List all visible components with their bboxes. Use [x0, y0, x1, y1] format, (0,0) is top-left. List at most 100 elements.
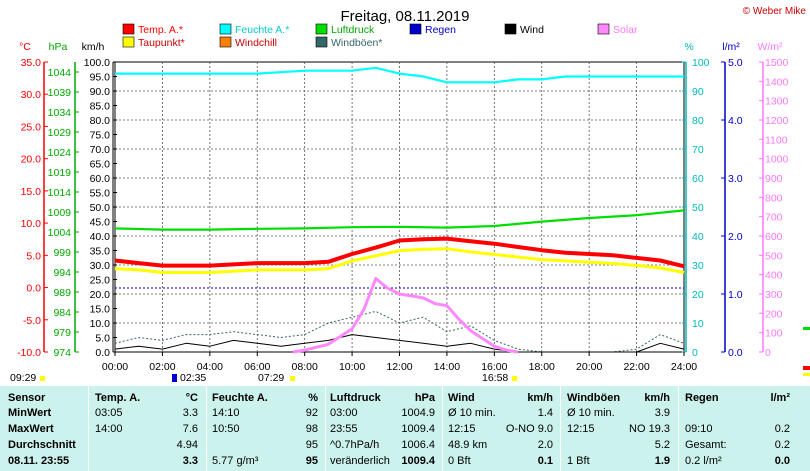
table-cell: 03:05 — [95, 407, 123, 419]
wind-tick-label: 65.0 — [90, 159, 111, 171]
legend: Temp. A.* Feuchte A.* Luftdruck Regen Wind So… — [122, 23, 638, 49]
solar-tick-label: 800 — [765, 192, 783, 204]
table-cell: 5.77 g/m³ — [212, 455, 259, 467]
temp-tick-label: -5.0 — [23, 315, 41, 327]
wind-tick-label: 100.0 — [84, 57, 110, 69]
table-cell: 3.3 — [182, 407, 198, 419]
table-header: hPa — [414, 392, 435, 404]
series-solar — [292, 277, 519, 354]
solar-tick-label: 200 — [765, 308, 783, 320]
x-tick-label: 18:00 — [529, 361, 555, 373]
x-tick-label: 04:00 — [197, 361, 223, 373]
wind-tick-label: 35.0 — [90, 246, 111, 258]
legend-label: Windchill — [235, 37, 277, 49]
series-luftdruck — [114, 209, 685, 231]
table-cell: 1.4 — [537, 407, 553, 419]
x-tick-label: 20:00 — [576, 361, 602, 373]
legend-swatch — [219, 23, 232, 35]
axis-units: °C hPa km/h% l/m² W/m² — [19, 41, 783, 53]
wind-tick-label: 60.0 — [90, 173, 111, 185]
table-cell: 1 Bft — [567, 455, 590, 467]
humidity-tick-label: 90 — [692, 86, 704, 98]
temp-tick-label: 10.0 — [21, 218, 42, 230]
table-header: °C — [185, 392, 198, 404]
x-axis: 00:00 02:00 04:00 06:00 08:00 10:00 12:00 14:00… — [102, 352, 697, 373]
temp-unit-label: °C — [19, 41, 31, 53]
table-divider — [560, 386, 561, 471]
legend-swatch — [597, 23, 610, 35]
marker-label: 16:58 — [482, 372, 508, 384]
table-cell: 1009.4 — [401, 455, 435, 467]
table-cell: 03:00 — [330, 407, 358, 419]
table-cell: ^0.7hPa/h — [330, 439, 380, 451]
humidity-tick-label: 0 — [692, 347, 698, 359]
table-header: km/h — [644, 392, 670, 404]
rain-tick-label: 3.0 — [728, 173, 743, 185]
table-cell: 98 — [305, 423, 318, 435]
humidity-tick-label: 100 — [692, 57, 710, 69]
table-cell: Ø 10 min. — [448, 407, 496, 419]
row-label: Durchschnitt — [8, 439, 76, 451]
wind-unit-label: km/h — [82, 41, 105, 53]
pressure-tick-label: 1019 — [48, 167, 72, 179]
table-cell: Ø 10 min. — [567, 407, 615, 419]
x-tick-label: 22:00 — [623, 361, 649, 373]
rain-tick-label: 4.0 — [728, 115, 743, 127]
marker-dot — [290, 376, 295, 381]
temp-tick-label: 20.0 — [21, 154, 42, 166]
x-tick-label: 06:00 — [244, 361, 270, 373]
row-label: 08.11. 23:55 — [8, 455, 70, 467]
edge-mark — [803, 327, 810, 330]
table-cell: 95 — [305, 439, 318, 451]
legend-label: Feuchte A.* — [235, 24, 289, 36]
marker-dot — [172, 374, 177, 382]
table-cell: 0.2 — [774, 423, 790, 435]
solar-tick-label: 0 — [765, 347, 771, 359]
pressure-tick-label: 1014 — [48, 187, 72, 199]
humidity-tick-label: 10 — [692, 318, 704, 330]
legend-swatch — [504, 23, 517, 35]
series — [114, 66, 685, 354]
humidity-unit-label: % — [684, 41, 693, 53]
solar-tick-label: 1500 — [765, 57, 789, 69]
table-header: km/h — [527, 392, 553, 404]
table-cell: 1009.4 — [401, 423, 435, 435]
marker-label: 09:29 — [10, 372, 36, 384]
edge-mark — [803, 373, 810, 376]
x-tick-label: 24:00 — [671, 361, 697, 373]
copyright-label: © Weber Mike — [743, 6, 807, 17]
solar-tick-label: 400 — [765, 270, 783, 282]
edge-mark — [803, 366, 810, 370]
legend-label: Taupunkt* — [138, 37, 185, 49]
x-tick-label: 02:00 — [149, 361, 175, 373]
chart-title: Freitag, 08.11.2019 — [341, 8, 470, 25]
legend-label: Temp. A.* — [138, 24, 183, 36]
markers: 09:29 02:35 07:29 16:58 — [10, 327, 810, 384]
table-cell: 1.9 — [654, 455, 670, 467]
rain-tick-label: 2.0 — [728, 231, 743, 243]
temp-tick-label: 15.0 — [21, 186, 42, 198]
wind-tick-label: 95.0 — [90, 72, 111, 84]
table-divider — [442, 386, 443, 471]
humidity-tick-label: 50 — [692, 202, 704, 214]
table-cell: 0.0 — [774, 455, 790, 467]
solar-tick-label: 600 — [765, 231, 783, 243]
solar-tick-label: 1000 — [765, 154, 789, 166]
solar-tick-label: 100 — [765, 328, 783, 340]
wind-tick-label: 20.0 — [90, 289, 111, 301]
table-cell: 10:50 — [212, 423, 240, 435]
solar-tick-label: 300 — [765, 289, 783, 301]
wind-tick-label: 50.0 — [90, 202, 111, 214]
x-tick-label: 14:00 — [434, 361, 460, 373]
temp-tick-label: 5.0 — [26, 250, 41, 262]
wind-tick-label: 25.0 — [90, 275, 111, 287]
humidity-tick-label: 40 — [692, 231, 704, 243]
pressure-tick-label: 1034 — [48, 107, 72, 119]
table-header: % — [308, 392, 318, 404]
solar-tick-label: 1200 — [765, 115, 789, 127]
table-cell: 92 — [305, 407, 318, 419]
solar-tick-label: 1400 — [765, 76, 789, 88]
table-divider — [88, 386, 89, 471]
table-cell: 12:15 — [567, 423, 595, 435]
